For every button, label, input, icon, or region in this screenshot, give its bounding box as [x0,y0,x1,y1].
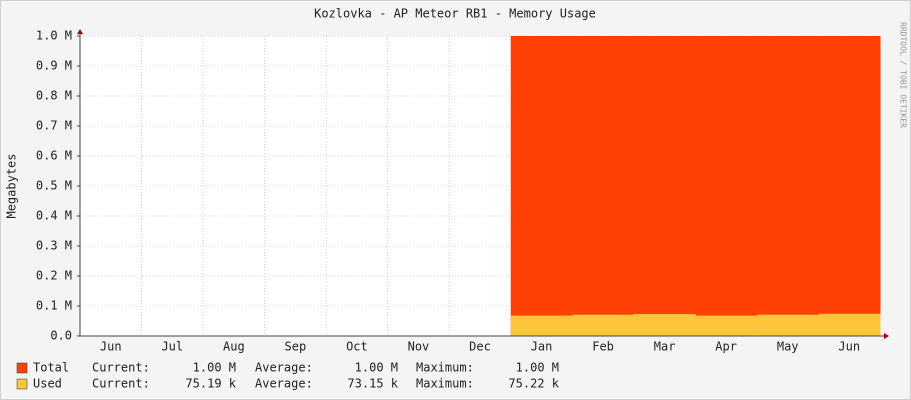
x-tick-label: Oct [346,340,368,354]
legend-stat-label: Maximum: [416,361,474,375]
legend-label: Used [33,377,62,391]
y-tick-label: 0.6 M [36,149,72,163]
area-segment [572,314,635,336]
y-tick-label: 1.0 M [36,29,72,43]
legend-stat-value: 75.19 k [185,377,236,391]
x-tick-label: Jan [531,340,553,354]
x-tick-label: Aug [223,340,245,354]
legend-stat-label: Current: [92,361,150,375]
x-tick-label: Dec [469,340,491,354]
area-segment [756,36,819,336]
area-segment [695,36,758,336]
area-segment [633,314,696,336]
axes [77,29,889,339]
area-segment [510,315,573,336]
x-tick-label: Mar [654,340,676,354]
y-tick-label: 0.5 M [36,179,72,193]
y-tick-label: 0.9 M [36,59,72,73]
area-segment [510,36,573,336]
labels: 0.0 0.1 M 0.2 M 0.3 M 0.4 M 0.5 M 0.6 M 0.7 M 0.… [16,29,860,391]
area-segment [818,36,881,336]
x-tick-label: Sep [285,340,307,354]
x-tick-label: Apr [715,340,737,354]
x-tick-label: May [777,340,799,354]
chart-title: Kozlovka - AP Meteor RB1 - Memory Usage [314,7,596,21]
y-axis-arrow [77,29,83,34]
area-segment [695,315,758,336]
y-tick-label: 0.7 M [36,119,72,133]
y-axis-label: Megabytes [5,153,19,218]
marks [510,36,881,336]
y-tick-label: 0.0 [50,329,72,343]
x-tick-label: Feb [592,340,614,354]
x-tick-label: Nov [408,340,430,354]
x-tick-label: Jun [838,340,860,354]
legend-stat-label: Maximum: [416,377,474,391]
legend-stat-value: 1.00 M [516,361,559,375]
area-segment [572,36,635,336]
x-axis-arrow [884,333,889,339]
area-segment [633,36,696,336]
y-tick-label: 0.1 M [36,299,72,313]
legend-stat-value: 1.00 M [193,361,236,375]
legend-stat-label: Average: [255,377,313,391]
y-tick-label: 0.3 M [36,239,72,253]
watermark: RRDTOOL / TOBI OETIKER [899,22,908,128]
area-segment [756,314,819,336]
y-tick-label: 0.8 M [36,89,72,103]
area-segment [818,313,881,336]
legend-stat-value: 73.15 k [347,377,398,391]
y-tick-label: 0.4 M [36,209,72,223]
x-tick-label: Jul [161,340,183,354]
legend-stat-value: 1.00 M [355,361,398,375]
legend-stat-value: 75.22 k [508,377,559,391]
y-tick-label: 0.2 M [36,269,72,283]
legend-swatch [16,362,28,374]
legend-stat-label: Current: [92,377,150,391]
legend-stat-label: Average: [255,361,313,375]
x-tick-label: Jun [100,340,122,354]
legend-label: Total [33,361,69,375]
legend-swatch [16,378,28,390]
